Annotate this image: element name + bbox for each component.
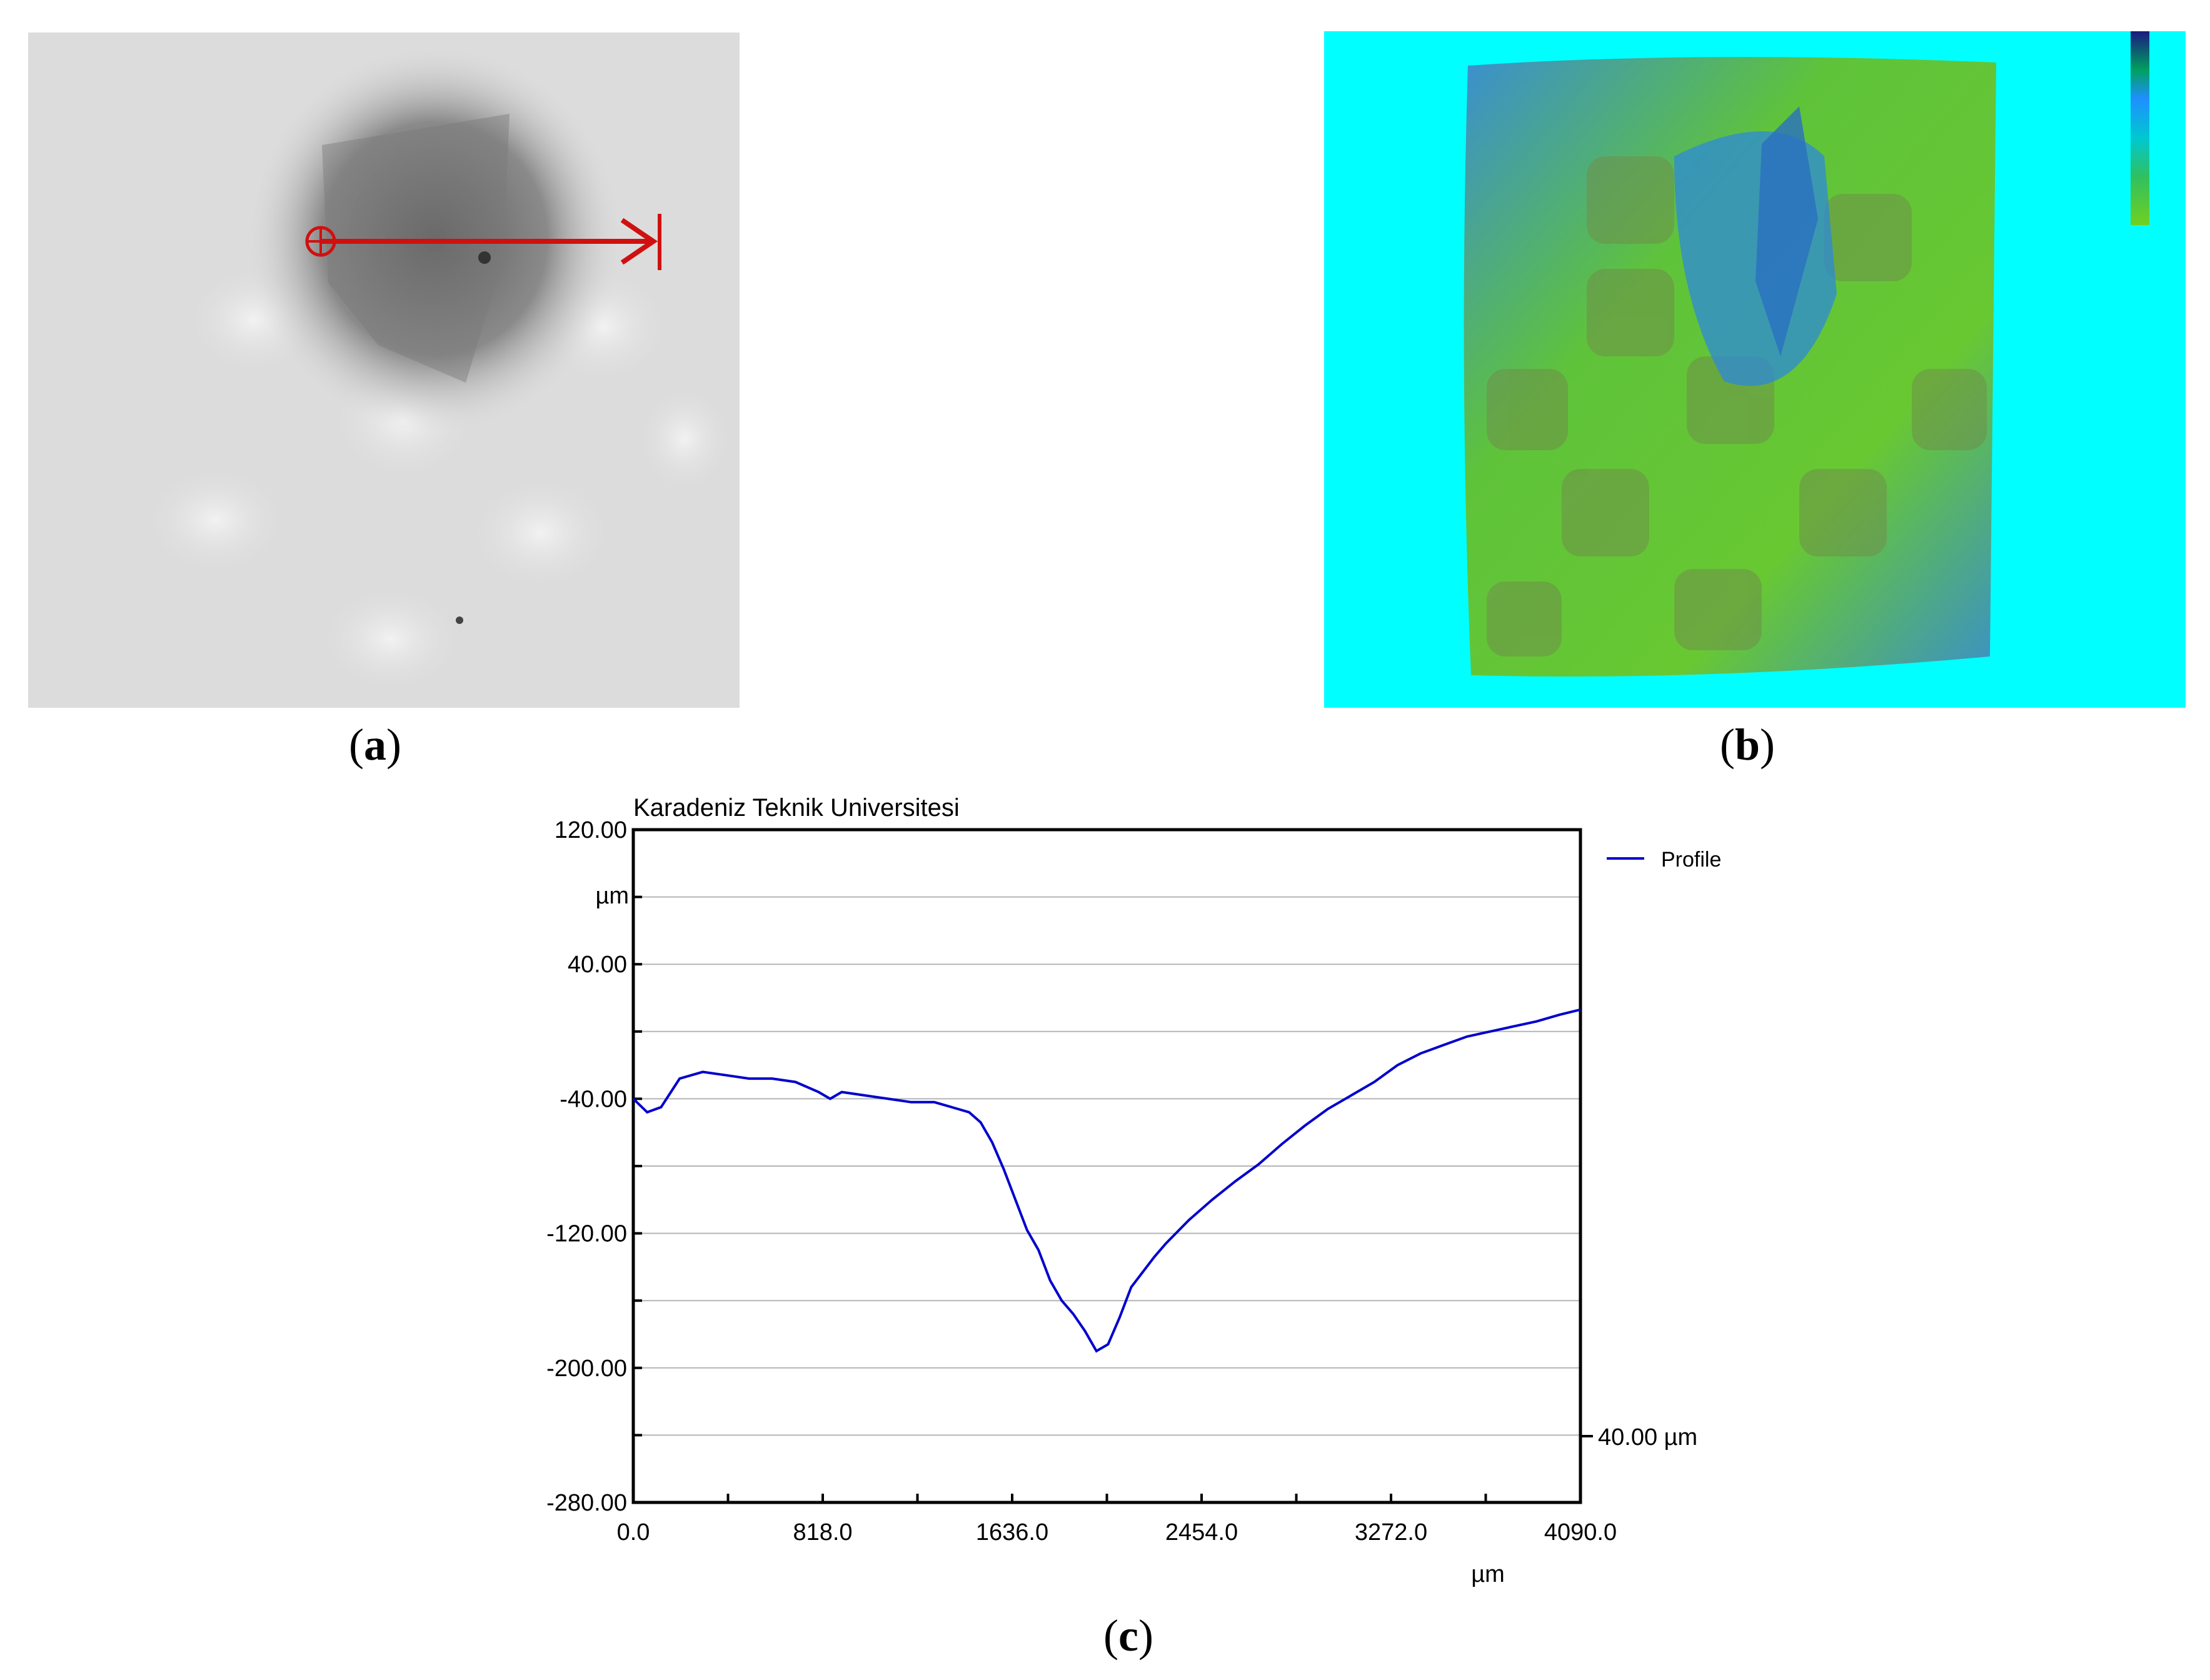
micrograph-image [28,33,740,708]
series-profile-line [632,1008,1581,1353]
x-tick-label: 1636.0 [976,1519,1048,1546]
y-tick-label: 40.00 [568,952,627,978]
x-tick-label: 0.0 [617,1519,650,1546]
legend: Profile [1607,848,1721,872]
x-tick-label: 2454.0 [1165,1519,1238,1546]
colorbar [2131,31,2149,225]
y-tick-label: -120.00 [546,1221,627,1247]
caption-c: (c) [1103,1611,1153,1661]
y-tick-label: -40.00 [560,1086,627,1112]
topography-image [1324,31,2186,708]
y-axis-label: µm [595,883,629,909]
chart-title: Karadeniz Teknik Universitesi [633,794,960,822]
legend-label-profile: Profile [1661,848,1721,872]
x-axis-label: µm [1471,1561,1505,1587]
x-tick-label: 3272.0 [1355,1519,1427,1546]
caption-b: (b) [1719,720,1775,770]
caption-a: (a) [349,720,401,770]
x-tick-label: 818.0 [793,1519,852,1546]
right-annotation: 40.00 µm [1598,1424,1697,1451]
y-tick-label: -280.00 [546,1490,627,1516]
y-tick-label: 120.00 [555,817,627,843]
y-tick-label: -200.00 [546,1356,627,1382]
profile-line [305,214,661,270]
x-tick-label: 4090.0 [1544,1519,1617,1546]
